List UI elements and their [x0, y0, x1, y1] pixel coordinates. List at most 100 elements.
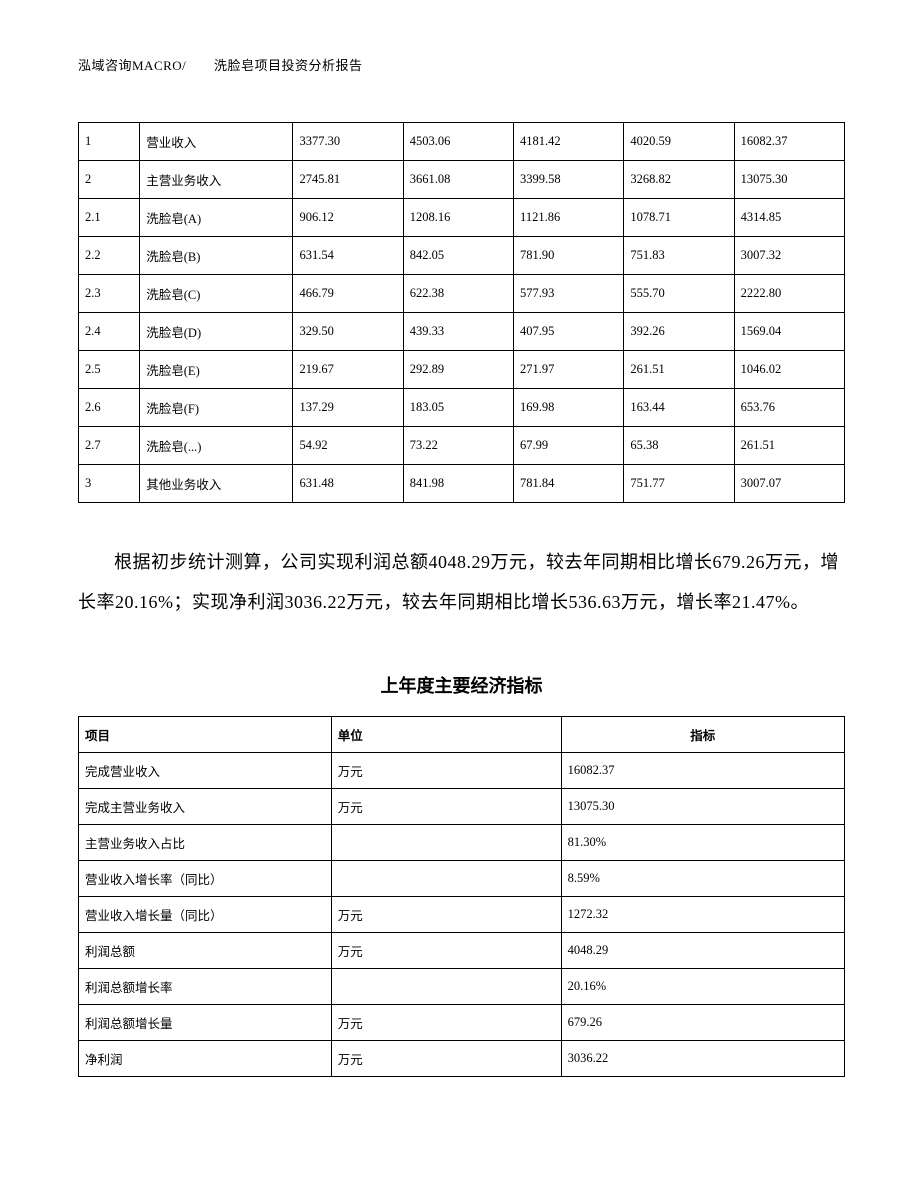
cell: 3007.07: [734, 465, 844, 503]
table-row: 2.5 洗脸皂(E) 219.67 292.89 271.97 261.51 1…: [79, 351, 845, 389]
cell: 73.22: [403, 427, 513, 465]
cell: 466.79: [293, 275, 403, 313]
table-row: 完成主营业务收入 万元 13075.30: [79, 789, 845, 825]
cell: 841.98: [403, 465, 513, 503]
cell: 4181.42: [514, 123, 624, 161]
table-row: 2 主营业务收入 2745.81 3661.08 3399.58 3268.82…: [79, 161, 845, 199]
cell: 679.26: [561, 1005, 844, 1041]
cell: 65.38: [624, 427, 734, 465]
table-row: 营业收入增长量（同比） 万元 1272.32: [79, 897, 845, 933]
table-row: 2.4 洗脸皂(D) 329.50 439.33 407.95 392.26 1…: [79, 313, 845, 351]
header-cell: 项目: [79, 717, 332, 753]
cell: 16082.37: [734, 123, 844, 161]
revenue-table-body: 1 营业收入 3377.30 4503.06 4181.42 4020.59 1…: [79, 123, 845, 503]
cell: 3399.58: [514, 161, 624, 199]
cell: 842.05: [403, 237, 513, 275]
cell: 4048.29: [561, 933, 844, 969]
cell: 2.5: [79, 351, 140, 389]
cell: 20.16%: [561, 969, 844, 1005]
cell: 1046.02: [734, 351, 844, 389]
cell: 利润总额增长率: [79, 969, 332, 1005]
cell: 8.59%: [561, 861, 844, 897]
cell: 292.89: [403, 351, 513, 389]
cell: 407.95: [514, 313, 624, 351]
table-row: 1 营业收入 3377.30 4503.06 4181.42 4020.59 1…: [79, 123, 845, 161]
table-row: 利润总额增长率 20.16%: [79, 969, 845, 1005]
cell: 2.2: [79, 237, 140, 275]
cell: 631.54: [293, 237, 403, 275]
cell: 2.6: [79, 389, 140, 427]
cell: 4503.06: [403, 123, 513, 161]
cell: 主营业务收入: [140, 161, 293, 199]
cell: 1121.86: [514, 199, 624, 237]
cell: 万元: [331, 1041, 561, 1077]
cell: 906.12: [293, 199, 403, 237]
cell: 2.3: [79, 275, 140, 313]
cell: 81.30%: [561, 825, 844, 861]
cell: 751.83: [624, 237, 734, 275]
section-title: 上年度主要经济指标: [78, 672, 845, 698]
cell: 3036.22: [561, 1041, 844, 1077]
cell: 营业收入: [140, 123, 293, 161]
table-row: 利润总额增长量 万元 679.26: [79, 1005, 845, 1041]
cell: 219.67: [293, 351, 403, 389]
cell: 781.84: [514, 465, 624, 503]
cell: 622.38: [403, 275, 513, 313]
cell: 54.92: [293, 427, 403, 465]
table-row: 净利润 万元 3036.22: [79, 1041, 845, 1077]
cell: 631.48: [293, 465, 403, 503]
cell: 万元: [331, 789, 561, 825]
header-cell: 指标: [561, 717, 844, 753]
cell: 13075.30: [561, 789, 844, 825]
cell: 洗脸皂(...): [140, 427, 293, 465]
table-row: 2.7 洗脸皂(...) 54.92 73.22 67.99 65.38 261…: [79, 427, 845, 465]
cell: 洗脸皂(D): [140, 313, 293, 351]
cell: 洗脸皂(C): [140, 275, 293, 313]
cell: 2: [79, 161, 140, 199]
cell: 1208.16: [403, 199, 513, 237]
cell: 392.26: [624, 313, 734, 351]
cell: 439.33: [403, 313, 513, 351]
cell: 洗脸皂(A): [140, 199, 293, 237]
table-row: 完成营业收入 万元 16082.37: [79, 753, 845, 789]
cell: 完成营业收入: [79, 753, 332, 789]
cell: 3377.30: [293, 123, 403, 161]
cell: 主营业务收入占比: [79, 825, 332, 861]
cell: 1: [79, 123, 140, 161]
indicators-table: 项目 单位 指标 完成营业收入 万元 16082.37 完成主营业务收入 万元 …: [78, 716, 845, 1077]
cell: 3661.08: [403, 161, 513, 199]
cell: 营业收入增长量（同比）: [79, 897, 332, 933]
cell: 营业收入增长率（同比）: [79, 861, 332, 897]
cell: 净利润: [79, 1041, 332, 1077]
cell: 3: [79, 465, 140, 503]
table-row: 2.6 洗脸皂(F) 137.29 183.05 169.98 163.44 6…: [79, 389, 845, 427]
cell: 183.05: [403, 389, 513, 427]
table-row: 营业收入增长率（同比） 8.59%: [79, 861, 845, 897]
page-header: 泓域咨询MACRO/ 洗脸皂项目投资分析报告: [78, 55, 845, 74]
cell: 完成主营业务收入: [79, 789, 332, 825]
cell: 4020.59: [624, 123, 734, 161]
cell: 万元: [331, 1005, 561, 1041]
cell: 万元: [331, 933, 561, 969]
cell: 16082.37: [561, 753, 844, 789]
revenue-table: 1 营业收入 3377.30 4503.06 4181.42 4020.59 1…: [78, 122, 845, 503]
cell: 1078.71: [624, 199, 734, 237]
header-title: 洗脸皂项目投资分析报告: [214, 58, 363, 73]
indicators-table-body: 完成营业收入 万元 16082.37 完成主营业务收入 万元 13075.30 …: [79, 753, 845, 1077]
cell: 261.51: [734, 427, 844, 465]
cell: 67.99: [514, 427, 624, 465]
cell: 163.44: [624, 389, 734, 427]
cell: 2.7: [79, 427, 140, 465]
cell: 3007.32: [734, 237, 844, 275]
cell: 1272.32: [561, 897, 844, 933]
header-company: 泓域咨询MACRO/: [78, 58, 186, 73]
cell: 329.50: [293, 313, 403, 351]
table-row: 2.2 洗脸皂(B) 631.54 842.05 781.90 751.83 3…: [79, 237, 845, 275]
cell: 利润总额: [79, 933, 332, 969]
table-row: 利润总额 万元 4048.29: [79, 933, 845, 969]
cell: 13075.30: [734, 161, 844, 199]
table-header-row: 项目 单位 指标: [79, 717, 845, 753]
cell: 万元: [331, 897, 561, 933]
cell: 2.4: [79, 313, 140, 351]
table-row: 2.1 洗脸皂(A) 906.12 1208.16 1121.86 1078.7…: [79, 199, 845, 237]
